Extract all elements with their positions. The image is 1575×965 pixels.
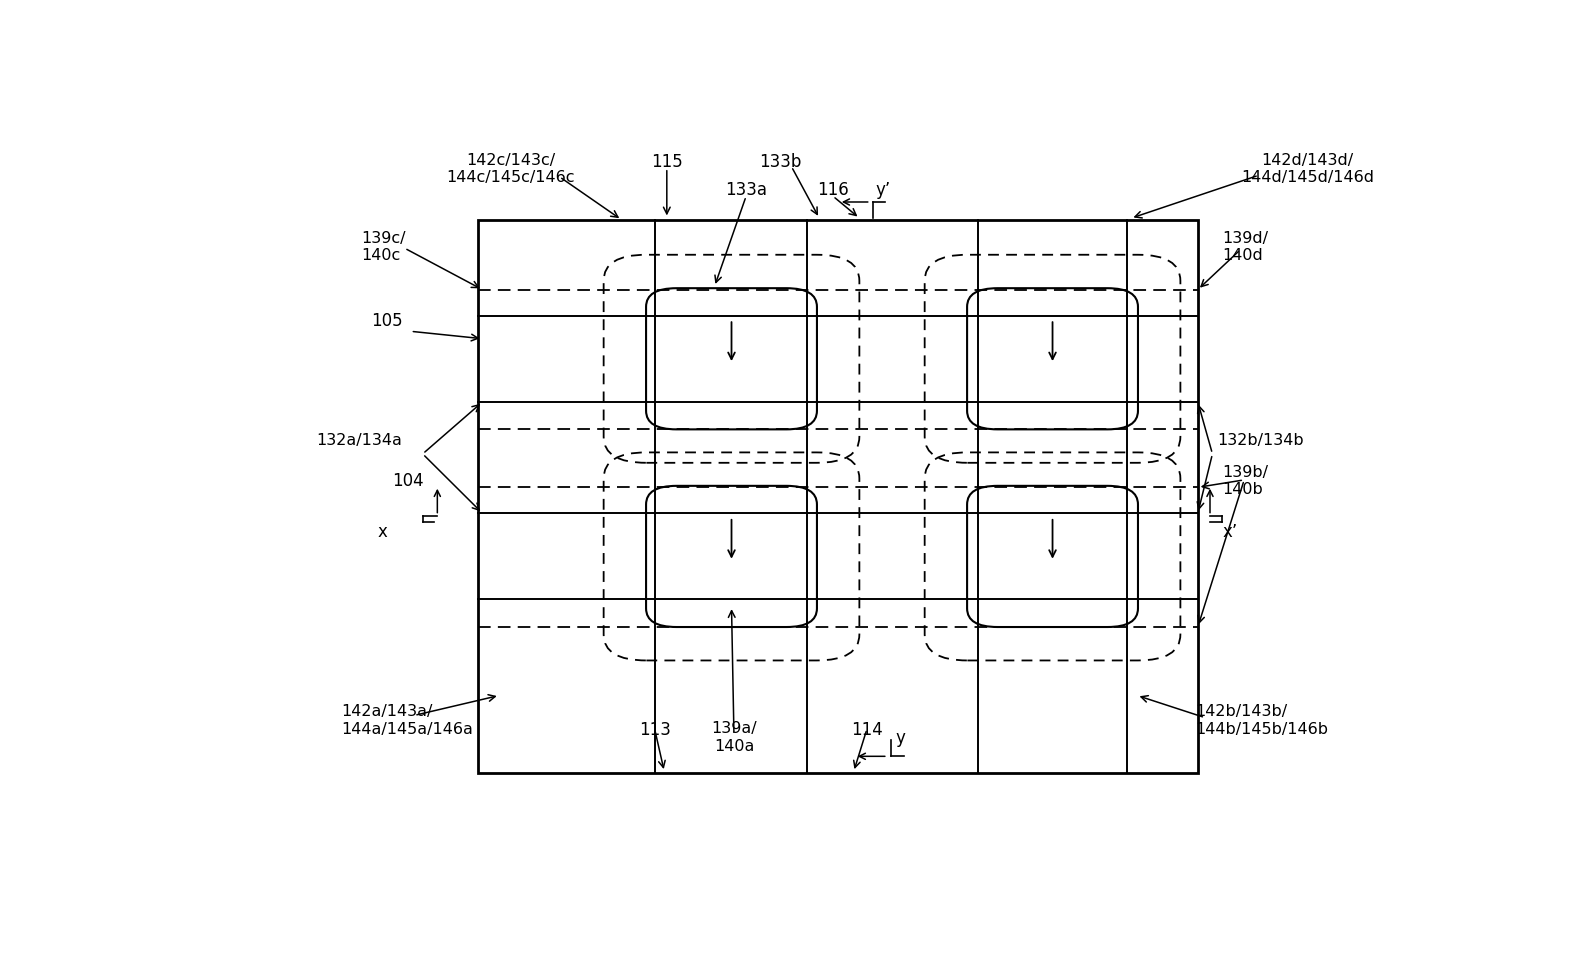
Text: 133b: 133b bbox=[759, 152, 802, 171]
Text: 132a/134a: 132a/134a bbox=[317, 433, 402, 448]
Text: y’: y’ bbox=[876, 181, 891, 199]
Text: 105: 105 bbox=[372, 312, 403, 330]
Text: 142c/143c/
144c/145c/146c: 142c/143c/ 144c/145c/146c bbox=[446, 152, 575, 185]
Text: 139a/
140a: 139a/ 140a bbox=[712, 722, 756, 754]
Text: 104: 104 bbox=[392, 473, 424, 490]
Bar bbox=[477, 220, 1197, 773]
Text: 139c/
140c: 139c/ 140c bbox=[362, 231, 406, 263]
Text: 142a/143a/
144a/145a/146a: 142a/143a/ 144a/145a/146a bbox=[340, 704, 472, 736]
Text: 142b/143b/
144b/145b/146b: 142b/143b/ 144b/145b/146b bbox=[1195, 704, 1328, 736]
Text: 116: 116 bbox=[817, 181, 849, 199]
Text: 114: 114 bbox=[850, 722, 884, 739]
Text: 142d/143d/
144d/145d/146d: 142d/143d/ 144d/145d/146d bbox=[1241, 152, 1373, 185]
Text: 113: 113 bbox=[639, 722, 671, 739]
Text: 133a: 133a bbox=[724, 181, 767, 199]
Text: 139d/
140d: 139d/ 140d bbox=[1222, 231, 1268, 263]
Text: 132b/134b: 132b/134b bbox=[1217, 433, 1304, 448]
Text: 115: 115 bbox=[650, 152, 682, 171]
Text: x’: x’ bbox=[1222, 523, 1238, 541]
Text: 139b/
140b: 139b/ 140b bbox=[1222, 465, 1268, 497]
Text: x: x bbox=[378, 523, 387, 541]
Text: y: y bbox=[895, 729, 906, 747]
